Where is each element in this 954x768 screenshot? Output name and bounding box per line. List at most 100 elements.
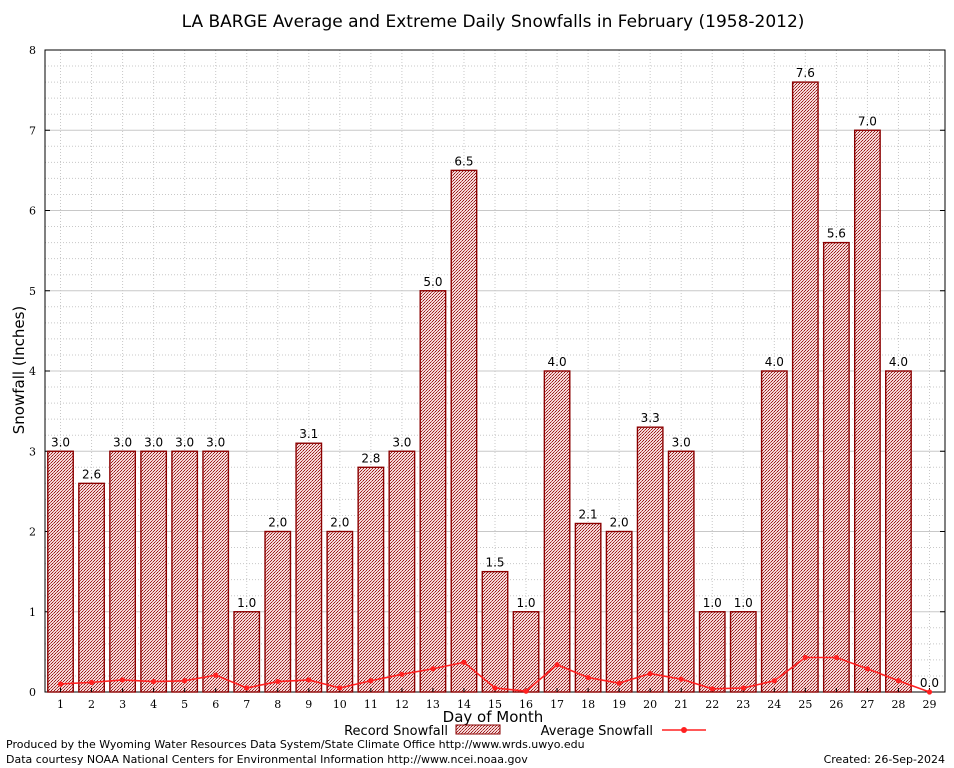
average-snowfall-point xyxy=(585,674,591,681)
average-snowfall-point xyxy=(647,670,653,677)
average-snowfall-point xyxy=(368,678,374,684)
record-bar xyxy=(543,370,571,693)
average-snowfall-point xyxy=(864,666,871,672)
average-snowfall-point xyxy=(88,679,95,685)
y-tick-label: 2 xyxy=(29,526,36,539)
x-tick-label: 13 xyxy=(426,698,440,711)
record-bar xyxy=(295,442,323,693)
x-tick-label: 3 xyxy=(119,698,126,711)
average-snowfall-point xyxy=(151,678,157,685)
average-snowfall-point xyxy=(616,680,622,686)
bar-data-label: 2.6 xyxy=(82,467,101,481)
y-tick-label: 7 xyxy=(29,124,36,137)
bar-data-label: 3.0 xyxy=(144,435,163,449)
x-tick-label: 27 xyxy=(860,698,874,711)
record-bar xyxy=(853,129,881,693)
footer-credit-noaa: Data courtesy NOAA National Centers for … xyxy=(6,753,528,766)
record-bar xyxy=(636,426,664,693)
average-snowfall-point xyxy=(554,662,560,668)
x-tick-label: 12 xyxy=(395,698,409,711)
bar-data-label: 4.0 xyxy=(765,355,784,369)
record-bar xyxy=(78,482,105,693)
average-snowfall-point xyxy=(57,681,64,687)
record-bar xyxy=(233,611,261,693)
bar-data-label: 5.0 xyxy=(423,275,442,289)
x-tick-label: 4 xyxy=(150,698,157,711)
y-tick-label: 3 xyxy=(29,445,36,458)
average-snowfall-point xyxy=(430,666,436,672)
bar-data-label: 1.0 xyxy=(237,596,256,610)
average-snowfall-point xyxy=(523,688,529,694)
record-bar xyxy=(140,450,168,693)
record-bar xyxy=(419,290,447,693)
x-tick-label: 9 xyxy=(305,698,312,711)
average-snowfall-point xyxy=(461,659,467,665)
bar-data-label: 2.1 xyxy=(579,507,598,521)
average-snowfall-point xyxy=(399,671,405,677)
average-snowfall-point xyxy=(709,686,715,692)
record-bar xyxy=(326,530,354,693)
x-tick-label: 10 xyxy=(333,698,347,711)
average-snowfall-point xyxy=(213,672,219,678)
y-tick-label: 0 xyxy=(29,686,36,699)
average-snowfall-point xyxy=(895,678,902,684)
record-bar xyxy=(512,611,540,693)
record-bar xyxy=(171,450,199,693)
record-bar xyxy=(605,530,633,693)
x-tick-label: 6 xyxy=(212,698,219,711)
bar-data-label: 2.0 xyxy=(610,516,629,530)
bar-data-label: 6.5 xyxy=(454,154,473,168)
bar-data-label: 7.6 xyxy=(796,66,815,80)
average-snowfall-point xyxy=(802,654,808,661)
bar-data-label: 1.0 xyxy=(703,596,722,610)
bar-data-label: 3.0 xyxy=(672,435,691,449)
x-tick-label: 22 xyxy=(705,698,719,711)
record-bar xyxy=(481,570,509,693)
record-bar xyxy=(109,450,137,693)
bar-data-label: 3.1 xyxy=(299,427,318,441)
average-snowfall-point xyxy=(337,685,343,691)
x-tick-label: 14 xyxy=(457,698,471,711)
bar-data-label: 3.0 xyxy=(175,435,194,449)
bar-data-label: 2.8 xyxy=(361,451,380,465)
x-tick-label: 28 xyxy=(891,698,905,711)
record-bar xyxy=(760,370,788,693)
average-snowfall-point xyxy=(119,677,126,683)
average-snowfall-point xyxy=(926,689,933,695)
x-tick-label: 8 xyxy=(274,698,281,711)
bar-data-label: 7.0 xyxy=(858,114,877,128)
x-tick-label: 19 xyxy=(612,698,626,711)
x-tick-label: 1 xyxy=(57,698,64,711)
x-tick-label: 25 xyxy=(798,698,812,711)
bar-data-label: 5.6 xyxy=(827,227,846,241)
legend-record-swatch xyxy=(455,724,501,735)
average-snowfall-point xyxy=(678,676,684,682)
y-tick-label: 8 xyxy=(29,44,36,57)
y-tick-label: 4 xyxy=(29,365,36,378)
bar-data-label: 0.0 xyxy=(920,676,939,690)
average-snowfall-point xyxy=(275,678,281,685)
chart-title: LA BARGE Average and Extreme Daily Snowf… xyxy=(182,12,805,32)
average-snowfall-point xyxy=(833,654,839,661)
bar-data-label: 2.0 xyxy=(330,516,349,530)
record-bar xyxy=(698,611,726,693)
record-bar xyxy=(822,241,850,693)
bar-data-label: 4.0 xyxy=(548,355,567,369)
average-snowfall-point xyxy=(492,685,498,691)
x-tick-label: 11 xyxy=(364,698,378,711)
x-tick-label: 23 xyxy=(736,698,750,711)
bar-data-label: 3.0 xyxy=(206,435,225,449)
average-snowfall-point xyxy=(244,685,250,691)
record-bar xyxy=(791,81,819,693)
bar-data-label: 3.3 xyxy=(641,411,660,425)
record-bar xyxy=(729,611,757,693)
y-tick-label: 1 xyxy=(29,606,36,619)
record-bar xyxy=(388,450,416,693)
x-tick-label: 17 xyxy=(550,698,564,711)
bar-data-label: 2.0 xyxy=(268,516,287,530)
x-tick-label: 20 xyxy=(643,698,657,711)
bar-data-label: 1.0 xyxy=(734,596,753,610)
bar-data-label: 1.5 xyxy=(485,556,504,570)
